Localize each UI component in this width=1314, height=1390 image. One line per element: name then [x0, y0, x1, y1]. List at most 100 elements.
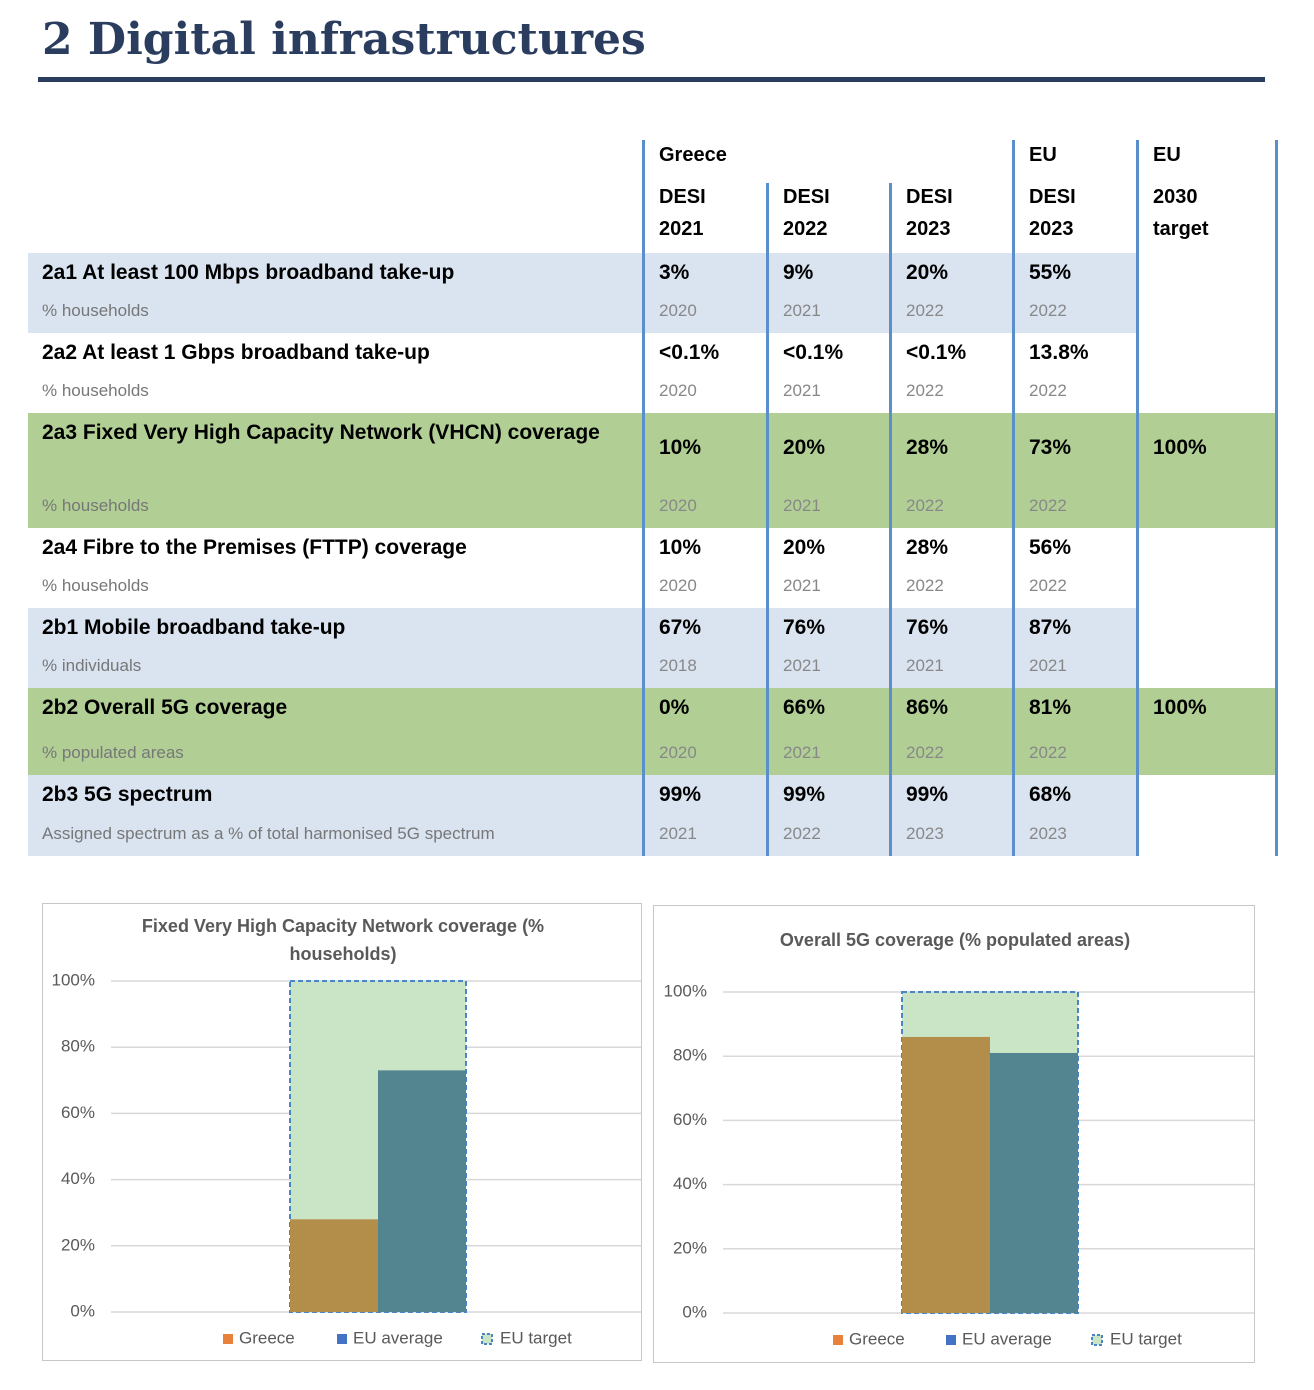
cell-value: 20% [783, 536, 826, 559]
y-tick-label: 0% [682, 1302, 707, 1321]
cell-value: <0.1% [659, 341, 720, 364]
cell-year: 2022 [783, 824, 821, 843]
legend-label: EU target [500, 1328, 572, 1347]
cell-year: 2022 [1029, 576, 1067, 595]
cell-year: 2020 [659, 576, 697, 595]
cell-value: 56% [1029, 536, 1072, 559]
y-tick-label: 100% [52, 970, 95, 989]
cell-value: 28% [906, 436, 949, 459]
column-divider [1136, 140, 1139, 856]
section-title: 2 Digital infrastructures [42, 14, 646, 65]
cell-year: 2020 [659, 743, 697, 762]
row-unit: % households [42, 301, 149, 320]
row-label: 2b2 Overall 5G coverage [42, 696, 288, 719]
row-background [28, 333, 1137, 413]
cell-value: 10% [659, 536, 702, 559]
cell-value: <0.1% [783, 341, 844, 364]
y-tick-label: 40% [61, 1169, 95, 1188]
bar [902, 1036, 990, 1313]
bar [990, 1052, 1078, 1313]
cell-value: 73% [1029, 436, 1072, 459]
column-header: 2022 [783, 218, 828, 240]
group-header: Greece [659, 144, 727, 166]
column-header: 2021 [659, 218, 704, 240]
cell-year: 2020 [659, 496, 697, 515]
cell-year: 2021 [783, 496, 821, 515]
cell-year: 2021 [659, 824, 697, 843]
cell-value: 0% [659, 696, 690, 719]
cell-target: 100% [1153, 696, 1207, 719]
row-background [28, 528, 1137, 608]
cell-value: 20% [906, 261, 949, 284]
row-label: 2a1 At least 100 Mbps broadband take-up [42, 261, 455, 284]
title-rule [38, 77, 1265, 82]
legend-label: EU average [353, 1328, 443, 1347]
column-divider [1275, 140, 1278, 856]
cell-value: 3% [659, 261, 690, 284]
cell-value: 99% [783, 783, 826, 806]
legend-swatch [946, 1335, 956, 1345]
cell-year: 2021 [783, 301, 821, 320]
legend-swatch [1091, 1334, 1103, 1346]
row-background [28, 253, 1137, 333]
cell-value: 81% [1029, 696, 1072, 719]
row-background [28, 688, 1276, 775]
bar [290, 1219, 378, 1312]
cell-value: 13.8% [1029, 341, 1089, 364]
y-tick-label: 80% [673, 1046, 707, 1065]
bar [378, 1070, 466, 1312]
y-tick-label: 20% [61, 1235, 95, 1254]
group-header: EU [1153, 144, 1181, 166]
cell-year: 2022 [1029, 743, 1067, 762]
cell-year: 2020 [659, 381, 697, 400]
cell-year: 2022 [906, 576, 944, 595]
cell-value: 99% [906, 783, 949, 806]
cell-year: 2021 [783, 381, 821, 400]
cell-value: 55% [1029, 261, 1072, 284]
legend-swatch [337, 1334, 347, 1344]
column-divider [1012, 140, 1015, 856]
row-background [28, 775, 1137, 856]
legend-swatch [481, 1333, 493, 1345]
cell-year: 2023 [906, 824, 944, 843]
legend-swatch [223, 1334, 233, 1344]
cell-value: 86% [906, 696, 949, 719]
cell-year: 2022 [906, 381, 944, 400]
cell-year: 2021 [783, 743, 821, 762]
cell-value: 76% [783, 616, 826, 639]
cell-year: 2022 [906, 496, 944, 515]
column-header: DESI [783, 186, 830, 208]
cell-value: <0.1% [906, 341, 967, 364]
row-unit: Assigned spectrum as a % of total harmon… [42, 824, 495, 843]
y-tick-label: 20% [673, 1238, 707, 1257]
column-divider [642, 140, 645, 856]
y-tick-label: 40% [673, 1174, 707, 1193]
cell-year: 2021 [906, 656, 944, 675]
cell-year: 2020 [659, 301, 697, 320]
cell-year: 2018 [659, 656, 697, 675]
column-divider [766, 183, 769, 856]
cell-target: 100% [1153, 436, 1207, 459]
row-unit: % populated areas [42, 743, 184, 762]
cell-value: 99% [659, 783, 702, 806]
column-header: DESI [1029, 186, 1076, 208]
chart-title: Fixed Very High Capacity Network coverag… [141, 916, 545, 964]
cell-value: 9% [783, 261, 814, 284]
cell-value: 20% [783, 436, 826, 459]
cell-value: 67% [659, 616, 702, 639]
y-tick-label: 60% [61, 1103, 95, 1122]
row-unit: % households [42, 496, 149, 515]
y-tick-label: 80% [61, 1037, 95, 1056]
chart-plot: 0% 20% 40% 60% 80% 100% EU target Greece EU aver… [52, 970, 641, 1347]
cell-value: 10% [659, 436, 702, 459]
cell-year: 2022 [906, 301, 944, 320]
column-divider [889, 183, 892, 856]
column-header: target [1153, 218, 1209, 240]
cell-year: 2022 [1029, 381, 1067, 400]
row-label: 2a3 Fixed Very High Capacity Network (VH… [42, 421, 600, 444]
row-label: 2b1 Mobile broadband take-up [42, 616, 346, 639]
group-header: EU [1029, 144, 1057, 166]
y-tick-label: 60% [673, 1110, 707, 1129]
cell-year: 2022 [1029, 301, 1067, 320]
